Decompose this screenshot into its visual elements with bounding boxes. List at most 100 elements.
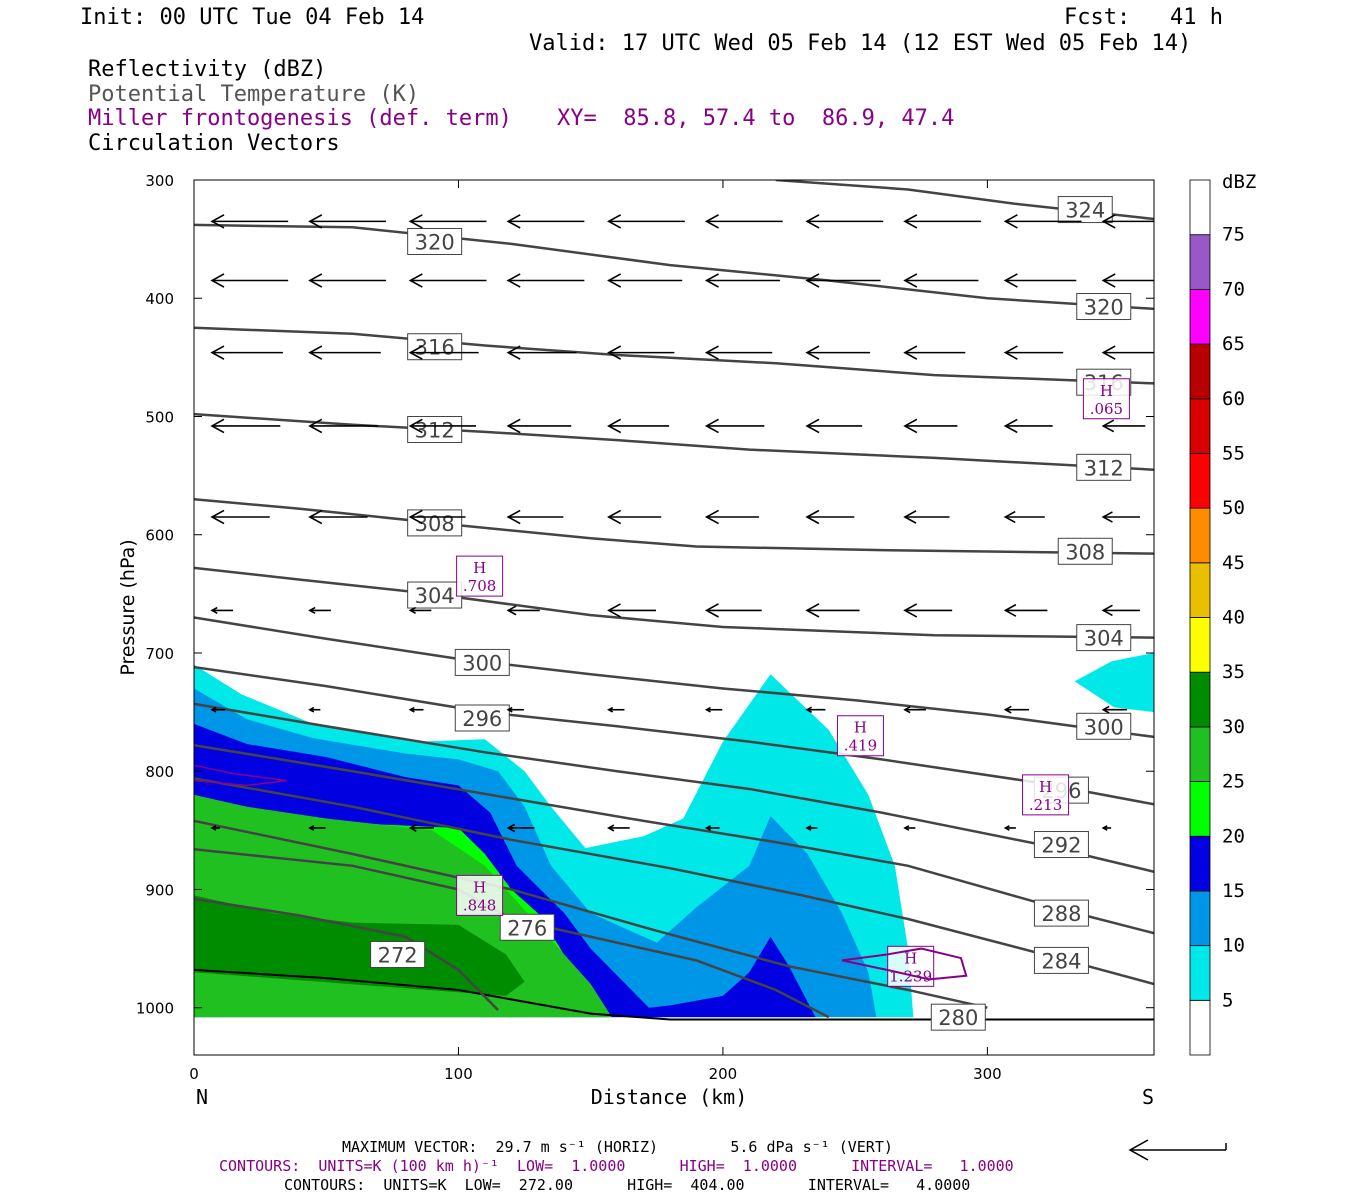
colorbar-tick-label: 60 (1222, 388, 1245, 410)
valid-time: Valid: 17 UTC Wed 05 Feb 14 (12 EST Wed … (529, 31, 1192, 56)
vector-head (506, 418, 521, 434)
circulation-vector (506, 605, 540, 616)
theta-contour-292 (194, 702, 1154, 873)
y-tick-label: 500 (145, 408, 174, 426)
circulation-vector (903, 273, 979, 288)
theta-label-box (370, 940, 426, 968)
fronto-max-value: .213 (1029, 796, 1062, 814)
vector-head (408, 214, 423, 229)
circulation-vector (210, 509, 270, 525)
fronto-max-letter: H (854, 719, 867, 737)
circulation-vector (1101, 273, 1154, 288)
vector-head (308, 606, 316, 614)
circulation-vector (903, 418, 958, 434)
vector-head (506, 509, 521, 525)
theta-contour-316 (194, 326, 1154, 385)
vector-head (1003, 603, 1017, 617)
theta-label-312: 312 (1084, 456, 1124, 480)
fronto-max-value: .708 (463, 577, 496, 595)
vector-head (805, 509, 820, 525)
fronto-contour (841, 947, 968, 981)
circulation-vector (308, 345, 381, 360)
vector-head (308, 214, 323, 229)
vector-head (408, 706, 415, 713)
y-tick-label: 900 (145, 881, 174, 899)
circulation-vector (607, 706, 625, 713)
fronto-max-letter: H (904, 949, 917, 967)
vector-head (607, 214, 622, 229)
colorbar-swatch (1189, 890, 1211, 947)
circulation-vector (903, 825, 916, 831)
vector-head (506, 345, 521, 360)
reflectivity-region-30dbz (194, 895, 525, 996)
circulation-vector (308, 706, 321, 713)
fronto-max-value: .419 (844, 737, 877, 755)
theta-contour-308 (194, 498, 1154, 555)
reflectivity-fill (194, 652, 1154, 1018)
fronto-max-letter: H (1039, 778, 1052, 796)
vector-head (506, 706, 513, 713)
circulation-vector (607, 509, 662, 525)
circulation-vector (1003, 214, 1082, 229)
vector-head (607, 509, 622, 525)
circulation-vector (210, 606, 234, 614)
fronto-max-marker: H.708 (456, 555, 504, 597)
vector-head (805, 603, 820, 618)
circulation-vector (210, 273, 289, 288)
theta-label-box (930, 1003, 986, 1031)
vector-head (607, 603, 621, 618)
init-time: Init: 00 UTC Tue 04 Feb 14 (80, 5, 425, 30)
circulation-vector (903, 706, 926, 714)
fronto-max-box (456, 874, 504, 916)
colorbar-swatch (1189, 835, 1211, 892)
max-vector-note: MAXIMUM VECTOR: 29.7 m s⁻¹ (HORIZ) 5.6 d… (342, 1138, 893, 1156)
vector-head (704, 273, 719, 288)
theta-label-box (1076, 293, 1132, 321)
x-tick-label: 300 (973, 1065, 1002, 1083)
theta-label-308: 308 (415, 512, 455, 536)
vector-head (210, 214, 225, 229)
theta-label-box (1033, 899, 1089, 927)
theta-label-box (499, 913, 555, 941)
theta-label-304: 304 (415, 584, 455, 608)
vector-head (1003, 345, 1018, 360)
theta-label-276: 276 (507, 916, 547, 940)
circulation-vector (805, 418, 863, 434)
x-axis-label: Distance (km) (591, 1085, 748, 1109)
y-tick-label: 700 (145, 645, 174, 663)
fronto-max-marker: H.848 (456, 874, 504, 916)
vector-head (805, 418, 820, 434)
vector-head (607, 706, 614, 713)
reflectivity-region-5dbz (1074, 652, 1154, 713)
fronto-max-box (1022, 774, 1070, 816)
x-end-label: S (1142, 1085, 1154, 1109)
vector-head (210, 273, 225, 288)
fronto-max-marker: H.213 (1022, 774, 1070, 816)
x-tick-label: 0 (189, 1065, 199, 1083)
theta-label-312: 312 (415, 418, 455, 442)
vector-head (805, 706, 813, 713)
circulation-vector (408, 214, 487, 229)
vector-head (704, 825, 711, 831)
circulation-vector (607, 603, 656, 618)
circulation-vector (506, 823, 535, 833)
circulation-vector (308, 214, 387, 229)
circulation-vector (308, 418, 379, 434)
circulation-vector (805, 706, 826, 713)
theta-contour-312 (194, 412, 1154, 471)
circulation-vector (408, 509, 466, 525)
circulation-vector (210, 706, 226, 713)
theta-label-box (1057, 196, 1113, 224)
vector-head (704, 706, 711, 713)
colorbar-swatch (1189, 234, 1211, 290)
theta-label-304: 304 (1084, 627, 1124, 651)
fronto-max-letter: H (473, 559, 486, 577)
colorbar-swatch (1189, 343, 1211, 400)
vector-head (1003, 825, 1010, 831)
circulation-vector (903, 603, 953, 618)
circulation-vector (308, 606, 331, 614)
circulation-vector (704, 825, 720, 831)
fronto-max-value: .065 (1090, 400, 1123, 418)
circulation-vector (704, 603, 762, 618)
colorbar-tick-label: 25 (1222, 771, 1245, 793)
